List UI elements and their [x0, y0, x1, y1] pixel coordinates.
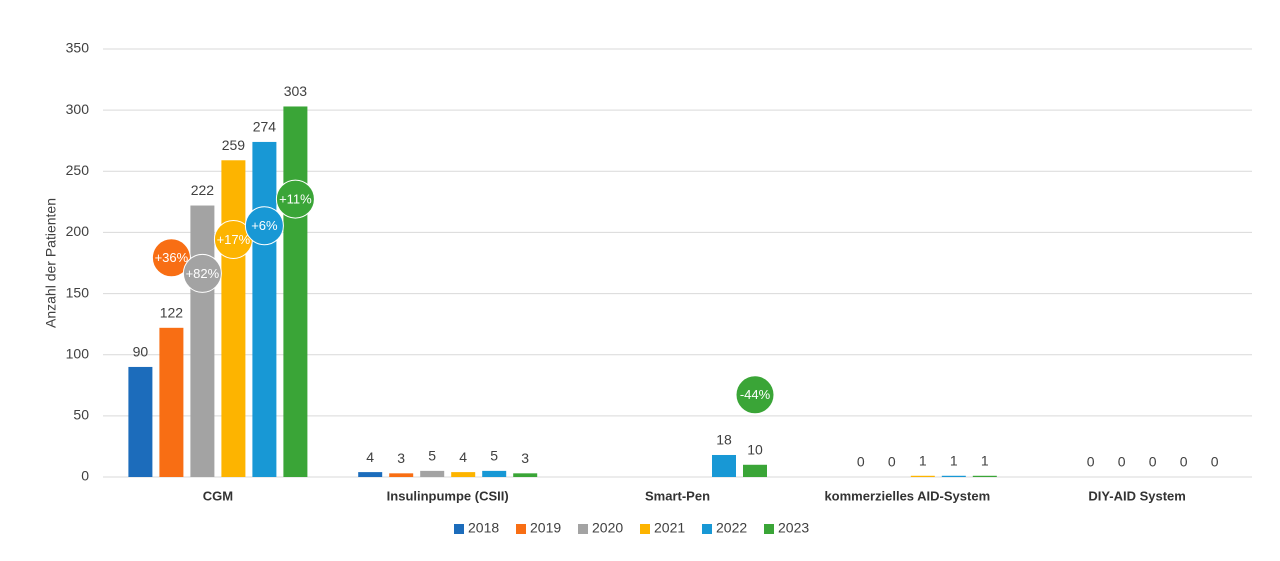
x-tick-label: Smart-Pen [645, 488, 710, 503]
change-badge [244, 206, 284, 246]
bar [159, 327, 184, 477]
data-label: 122 [160, 305, 184, 321]
x-tick-label: DIY-AID System [1088, 488, 1186, 503]
data-label: 1 [919, 452, 927, 468]
y-tick-label: 0 [81, 468, 89, 484]
legend-swatch [702, 524, 712, 534]
legend-label: 2020 [592, 520, 623, 536]
data-label: 0 [1180, 454, 1188, 470]
change-label: +82% [186, 266, 220, 281]
data-label: 3 [397, 450, 405, 466]
data-label: 0 [1211, 454, 1219, 470]
data-label: 0 [888, 454, 896, 470]
legend-swatch [454, 524, 464, 534]
bar [420, 470, 445, 477]
bar [389, 473, 414, 477]
data-label: 0 [1118, 454, 1126, 470]
legend-label: 2019 [530, 520, 561, 536]
data-label: 0 [1149, 454, 1157, 470]
data-label: 0 [1087, 454, 1095, 470]
change-badge [275, 179, 315, 219]
data-label: 10 [747, 441, 763, 457]
legend-label: 2023 [778, 520, 809, 536]
bar [482, 470, 507, 477]
data-label: 5 [428, 448, 436, 464]
change-label: +36% [155, 250, 189, 265]
data-label: 1 [950, 452, 958, 468]
bar [513, 473, 538, 477]
data-label: 3 [521, 450, 529, 466]
bar [128, 366, 153, 477]
y-tick-label: 250 [66, 162, 90, 178]
legend-label: 2022 [716, 520, 747, 536]
y-tick-label: 350 [66, 40, 90, 56]
bar [283, 106, 308, 477]
change-label: +17% [217, 232, 251, 247]
data-label: 90 [133, 344, 149, 360]
x-tick-label: Insulinpumpe (CSII) [387, 488, 509, 503]
bar [910, 475, 935, 477]
data-label: 4 [366, 449, 374, 465]
data-label: 18 [716, 432, 732, 448]
change-label: -44% [740, 387, 771, 402]
legend-swatch [516, 524, 526, 534]
change-badge [735, 375, 775, 415]
x-tick-label: kommerzielles AID-System [824, 488, 990, 503]
bar [221, 160, 246, 477]
y-tick-label: 300 [66, 101, 90, 117]
data-label: 0 [857, 454, 865, 470]
y-axis-label: Anzahl der Patienten [43, 198, 59, 328]
bar [358, 472, 383, 477]
bar [712, 454, 736, 477]
change-badge [151, 238, 191, 278]
change-label: +11% [279, 192, 312, 207]
data-label: 259 [222, 137, 246, 153]
y-tick-label: 50 [73, 407, 89, 423]
x-tick-label: CGM [203, 488, 233, 503]
y-tick-label: 150 [66, 284, 90, 300]
bar [252, 141, 277, 478]
legend-swatch [640, 524, 650, 534]
bar [743, 464, 767, 477]
data-label: 274 [253, 119, 277, 135]
data-label: 222 [191, 182, 215, 198]
data-label: 4 [459, 449, 467, 465]
bar [451, 472, 476, 477]
legend-swatch [578, 524, 588, 534]
legend-swatch [764, 524, 774, 534]
data-label: 1 [981, 452, 989, 468]
legend-label: 2018 [468, 520, 499, 536]
change-badge [182, 253, 222, 293]
y-tick-label: 100 [66, 345, 90, 361]
legend-label: 2021 [654, 520, 685, 536]
y-tick-label: 200 [66, 223, 90, 239]
change-label: +6% [251, 218, 278, 233]
bar [941, 475, 966, 477]
data-label: 303 [284, 83, 308, 99]
bar [972, 475, 997, 477]
data-label: 5 [490, 448, 498, 464]
bar [190, 205, 215, 478]
